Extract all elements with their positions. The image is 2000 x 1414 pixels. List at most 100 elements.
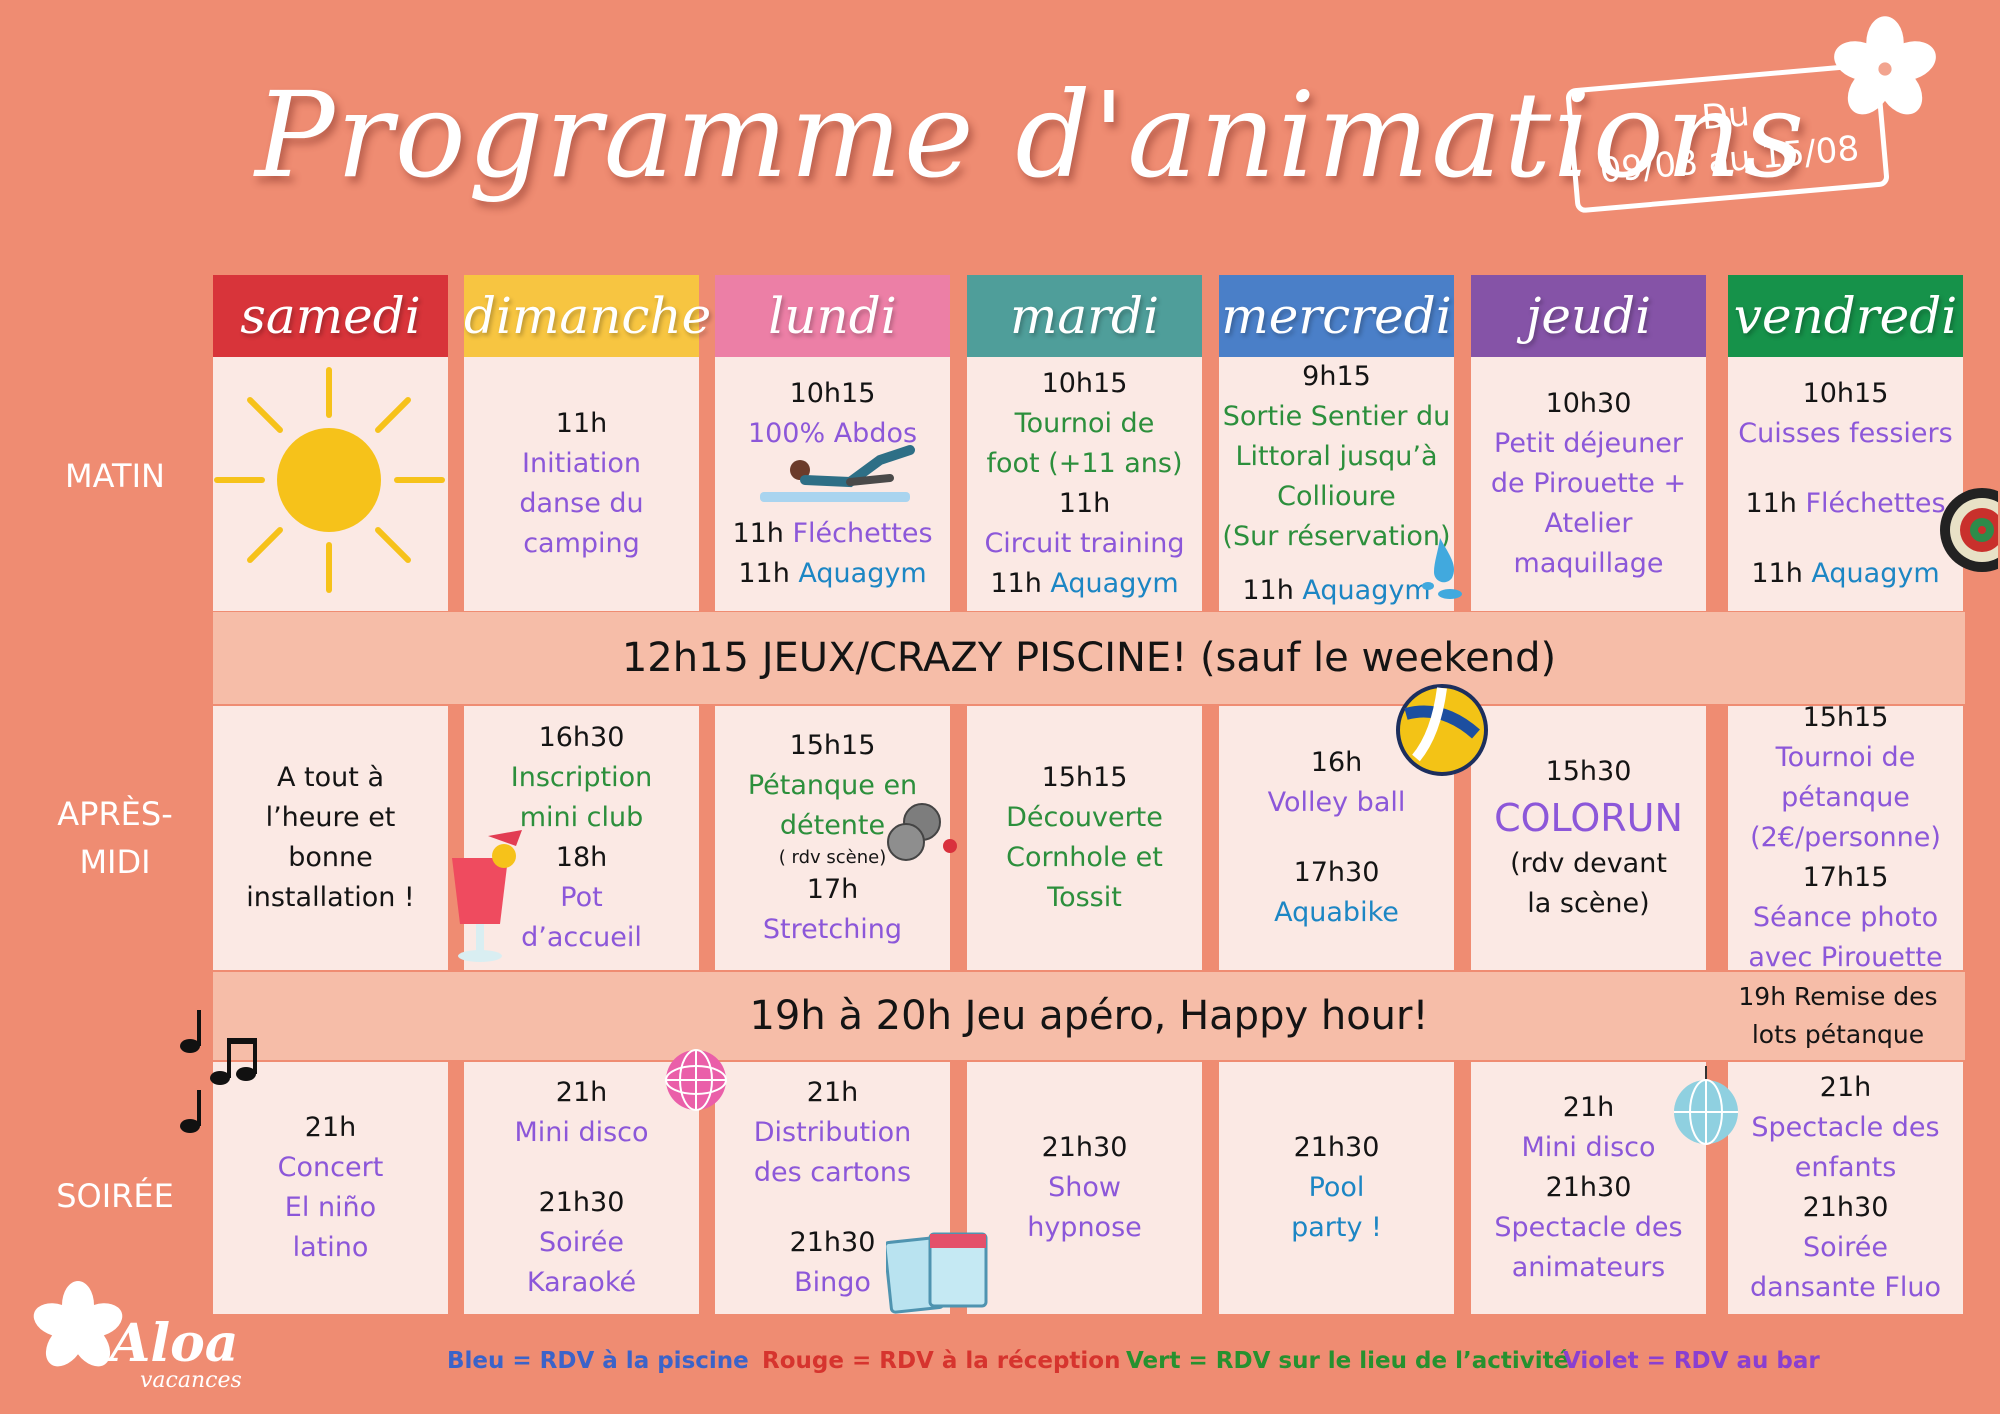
cell-line: foot (+11 ans) xyxy=(986,444,1182,484)
cell-line: 15h30 xyxy=(1546,752,1632,792)
cell-text: 11h xyxy=(1242,575,1303,606)
cell-text: Tournoi de xyxy=(1014,408,1155,439)
cell-line: Collioure xyxy=(1277,477,1396,517)
cell-line: ( rdv scène) xyxy=(779,846,886,870)
cell-text: Tournoi de xyxy=(1775,742,1916,773)
row-label-apres-midi-2: MIDI xyxy=(79,843,151,881)
cell-text: détente xyxy=(779,810,886,841)
cell-line: Soirée xyxy=(539,1223,624,1263)
cell-line: Cuisses fessiers xyxy=(1738,414,1952,454)
cell-line: bonne xyxy=(288,838,373,878)
cell-soiree-mardi: 21h30 Show hypnose xyxy=(967,1062,1202,1314)
cell-text: Mini disco xyxy=(1521,1132,1656,1163)
cell-line: animateurs xyxy=(1512,1248,1665,1288)
cell-line: 21h30 xyxy=(1042,1128,1128,1168)
cell-text: Inscription xyxy=(510,762,653,793)
cell-text: Littoral jusqu’à xyxy=(1235,441,1438,472)
cell-apres_midi-jeudi: 15h30 COLORUN (rdv devant la scène) xyxy=(1471,706,1706,970)
cell-line: avec Pirouette xyxy=(1748,938,1942,978)
cell-matin-dimanche: 11h Initiation danse du camping xyxy=(464,357,699,611)
cell-text: Cuisses fessiers xyxy=(1738,418,1953,449)
cell-activity: Fléchettes xyxy=(792,518,933,549)
cell-text: Spectacle des xyxy=(1494,1212,1683,1243)
cell-line: Bingo xyxy=(794,1263,871,1303)
cell-line: 21h xyxy=(305,1108,356,1148)
cell-line: Soirée xyxy=(1803,1228,1888,1268)
cell-text: pétanque xyxy=(1781,782,1910,813)
cell-text: Séance photo xyxy=(1752,902,1939,933)
cell-soiree-vendredi: 21h Spectacle des enfants 21h30 Soirée dansan… xyxy=(1728,1062,1963,1314)
sun-icon xyxy=(214,367,445,593)
cell-text: maquillage xyxy=(1513,548,1664,579)
cell-text: Soirée xyxy=(1803,1232,1888,1263)
cell-text: 21h30 xyxy=(789,1227,876,1258)
cell-text: 21h xyxy=(1562,1092,1615,1123)
cell-line: Séance photo xyxy=(1753,898,1938,938)
cell-text: 10h15 xyxy=(1802,378,1889,409)
day-header-jeudi: jeudi xyxy=(1471,275,1706,357)
petanque-icon xyxy=(887,803,957,861)
day-header-mardi: mardi xyxy=(967,275,1202,357)
cell-line: 11h xyxy=(1059,484,1110,524)
cell-text: Karaoké xyxy=(526,1267,637,1298)
cell-line: Show xyxy=(1048,1168,1121,1208)
cell-line: Stretching xyxy=(763,910,902,950)
apero-band: 19h à 20h Jeu apéro, Happy hour! xyxy=(213,972,1965,1060)
cell-line: Aquabike xyxy=(1274,893,1399,933)
day-header-lundi: lundi xyxy=(715,275,950,357)
cell-text: enfants xyxy=(1794,1152,1897,1183)
cell-text: Mini disco xyxy=(514,1117,649,1148)
cell-line: Pétanque en xyxy=(748,766,917,806)
cell-text: d’accueil xyxy=(521,922,642,953)
cell-soiree-dimanche: 21h Mini disco 21h30 Soirée Karaoké xyxy=(464,1062,699,1314)
cell-line: Volley ball xyxy=(1268,783,1406,823)
apero-note-line-1: 19h Remise des xyxy=(1738,982,1938,1011)
cell-text: Aquabike xyxy=(1274,897,1399,928)
cell-line: 21h xyxy=(807,1073,858,1113)
cell-line: 11h Fléchettes xyxy=(732,514,932,554)
cell-line: l’heure et xyxy=(266,798,396,838)
cell-line: Tossit xyxy=(1047,878,1122,918)
cell-text: Distribution xyxy=(753,1117,912,1148)
cell-text: (2€/personne) xyxy=(1750,822,1941,853)
cell-line: 17h xyxy=(807,870,858,910)
cell-line: d’accueil xyxy=(521,918,642,958)
cell-line: 9h15 xyxy=(1302,357,1371,397)
cell-text: avec Pirouette xyxy=(1748,942,1943,973)
cell-text: 15h30 xyxy=(1545,756,1632,787)
cell-matin-jeudi: 10h30 Petit déjeuner de Pirouette + Atelier… xyxy=(1471,357,1706,611)
cell-line: dansante Fluo xyxy=(1750,1268,1941,1308)
cell-text: Pot xyxy=(560,882,603,913)
cell-apres_midi-samedi: A tout à l’heure et bonne installation ! xyxy=(213,706,448,970)
cell-text: 16h xyxy=(1310,747,1363,778)
legend-item: Rouge = RDV à la réception xyxy=(762,1348,1121,1374)
exercise-icon xyxy=(760,445,915,502)
bingo-card-icon xyxy=(886,1232,988,1314)
cell-line: (rdv devant xyxy=(1510,844,1667,884)
cell-text: danse du xyxy=(519,488,644,519)
dartboard-icon xyxy=(1940,488,1998,572)
cell-line: 11h Fléchettes xyxy=(1745,484,1945,524)
cell-line: 21h xyxy=(1563,1088,1614,1128)
cell-soiree-jeudi: 21h Mini disco 21h30 Spectacle des animateur… xyxy=(1471,1062,1706,1314)
cell-text: 11h xyxy=(555,408,608,439)
cell-text: 21h30 xyxy=(1041,1132,1128,1163)
cell-line: de Pirouette + xyxy=(1491,464,1686,504)
cell-text: 16h30 xyxy=(538,722,625,753)
cell-line: 21h30 xyxy=(539,1183,625,1223)
cell-line: (2€/personne) xyxy=(1750,818,1941,858)
cell-text: 21h30 xyxy=(538,1187,625,1218)
cell-text: Spectacle des xyxy=(1751,1112,1940,1143)
cell-line: danse du xyxy=(519,484,643,524)
day-header-dimanche: dimanche xyxy=(464,275,711,357)
cell-line: mini club xyxy=(520,798,644,838)
midi-band: 12h15 JEUX/CRAZY PISCINE! (sauf le weeke… xyxy=(213,612,1965,704)
day-header-samedi: samedi xyxy=(213,275,448,357)
cell-activity: Aquagym xyxy=(798,558,927,589)
cell-line: 21h xyxy=(1820,1068,1871,1108)
cell-line: 11h Aquagym xyxy=(738,554,926,594)
cell-line: Sortie Sentier du xyxy=(1223,397,1451,437)
cell-text: Circuit training xyxy=(984,528,1185,559)
cell-text: 10h15 xyxy=(789,378,876,409)
cell-text: Initiation xyxy=(522,448,641,479)
